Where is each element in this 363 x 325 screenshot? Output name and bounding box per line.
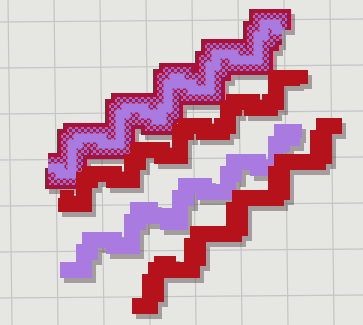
paper-strip (58, 70, 308, 212)
grid-line (99, 0, 105, 325)
grid-line (7, 0, 13, 325)
grid-line (0, 294, 363, 299)
grid-line (0, 248, 363, 253)
paper-strip (132, 118, 342, 314)
cutouts (45, 9, 346, 319)
paper-strip (48, 19, 282, 179)
grid-line (0, 18, 363, 23)
